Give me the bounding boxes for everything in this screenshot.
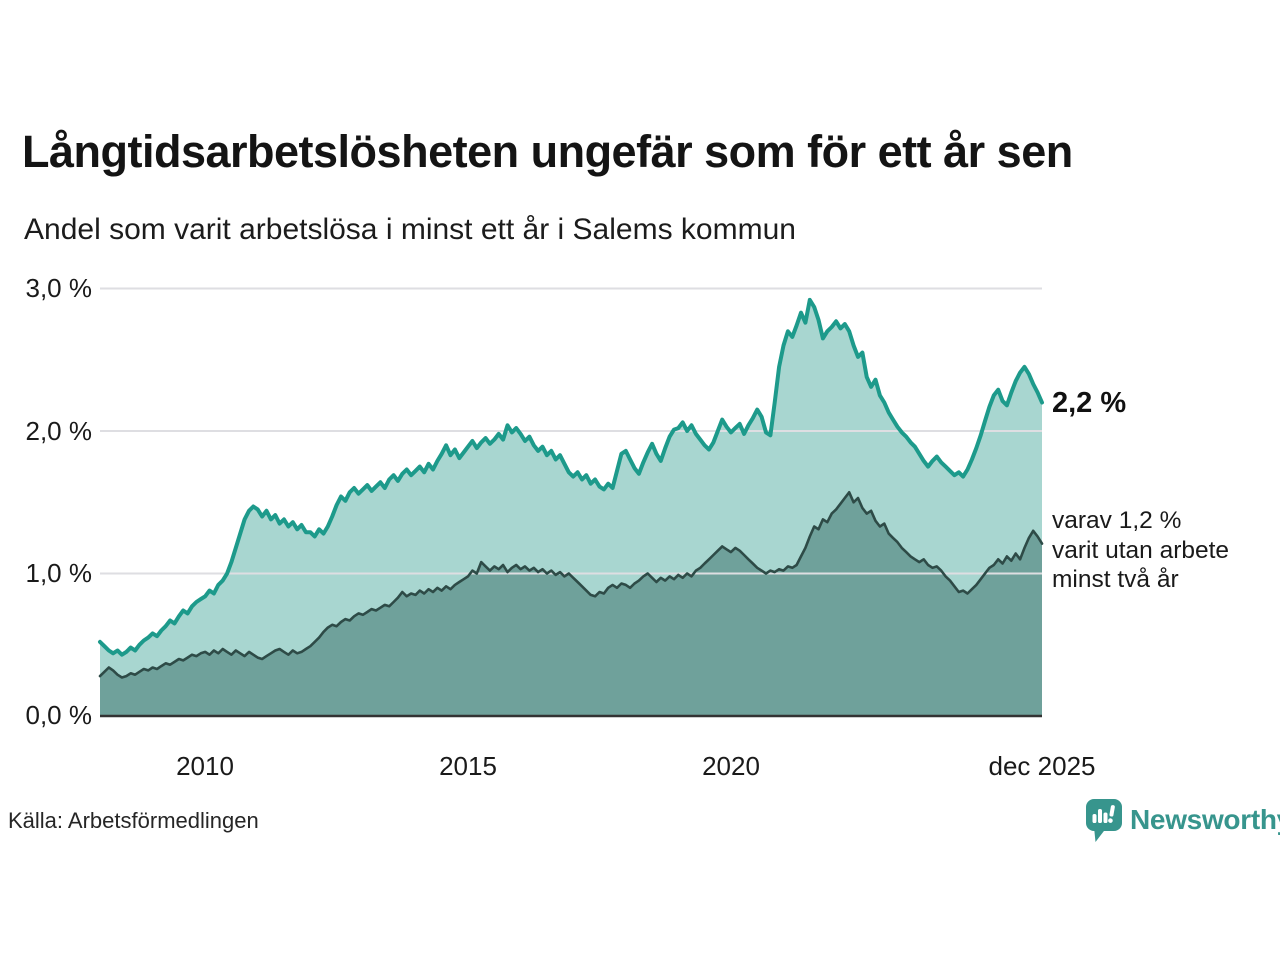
y-axis-label-2: 2,0 % [25, 416, 93, 446]
page-subtitle: Andel som varit arbetslösa i minst ett å… [24, 213, 796, 246]
two-year-annotation-line3: minst två år [1052, 566, 1179, 593]
x-axis-label-2010: 2010 [176, 751, 234, 781]
y-axis-label-3: 3,0 % [25, 273, 93, 303]
x-axis-label-dec-2025: dec 2025 [988, 751, 1096, 781]
page-title: Långtidsarbetslösheten ungefär som för e… [22, 126, 1073, 177]
unemployed-min-two-years-line [98, 491, 1044, 679]
source-credit: Källa: Arbetsförmedlingen [8, 808, 259, 833]
newsworthy-bubble-icon [1086, 799, 1122, 842]
latest-value-label: 2,2 % [1052, 387, 1127, 419]
two-year-annotation: varav 1,2 % varit utan arbete minst två … [1052, 506, 1229, 595]
y-axis-label-1: 1,0 % [25, 558, 93, 588]
two-year-annotation-line1: varav 1,2 % [1052, 507, 1182, 534]
y-axis-label-0: 0,0 % [25, 700, 93, 730]
exclamation-glyph [1108, 805, 1115, 823]
newsworthy-logo: Newsworthy [1086, 799, 1280, 845]
x-axis-label-2015: 2015 [439, 751, 497, 781]
x-axis-label-2020: 2020 [702, 751, 760, 781]
newsworthy-wordmark: Newsworthy [1130, 804, 1280, 835]
unemployed-min-one-year-line [98, 297, 1044, 657]
two-year-annotation-line2: varit utan arbete [1052, 536, 1230, 564]
